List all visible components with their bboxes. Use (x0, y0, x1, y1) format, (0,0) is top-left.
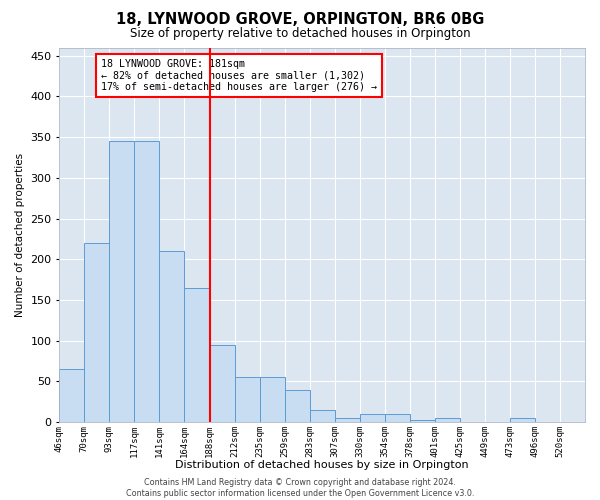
Text: 18, LYNWOOD GROVE, ORPINGTON, BR6 0BG: 18, LYNWOOD GROVE, ORPINGTON, BR6 0BG (116, 12, 484, 28)
Bar (385, 414, 410, 422)
Y-axis label: Number of detached properties: Number of detached properties (15, 153, 25, 317)
X-axis label: Distribution of detached houses by size in Orpington: Distribution of detached houses by size … (175, 460, 469, 470)
Text: Size of property relative to detached houses in Orpington: Size of property relative to detached ho… (130, 28, 470, 40)
Text: 18 LYNWOOD GROVE: 181sqm
← 82% of detached houses are smaller (1,302)
17% of sem: 18 LYNWOOD GROVE: 181sqm ← 82% of detach… (101, 58, 377, 92)
Bar (85, 243, 109, 422)
Bar (435, 418, 460, 422)
Bar (184, 288, 209, 422)
Bar (410, 420, 435, 422)
Bar (235, 378, 260, 422)
Bar (360, 414, 385, 422)
Bar (59, 369, 85, 422)
Bar (284, 390, 310, 422)
Bar (310, 410, 335, 422)
Bar (160, 251, 184, 422)
Bar (134, 141, 160, 422)
Bar (335, 418, 360, 422)
Bar (510, 418, 535, 422)
Bar (209, 345, 235, 422)
Text: Contains HM Land Registry data © Crown copyright and database right 2024.
Contai: Contains HM Land Registry data © Crown c… (126, 478, 474, 498)
Bar (260, 378, 284, 422)
Bar (109, 141, 134, 422)
